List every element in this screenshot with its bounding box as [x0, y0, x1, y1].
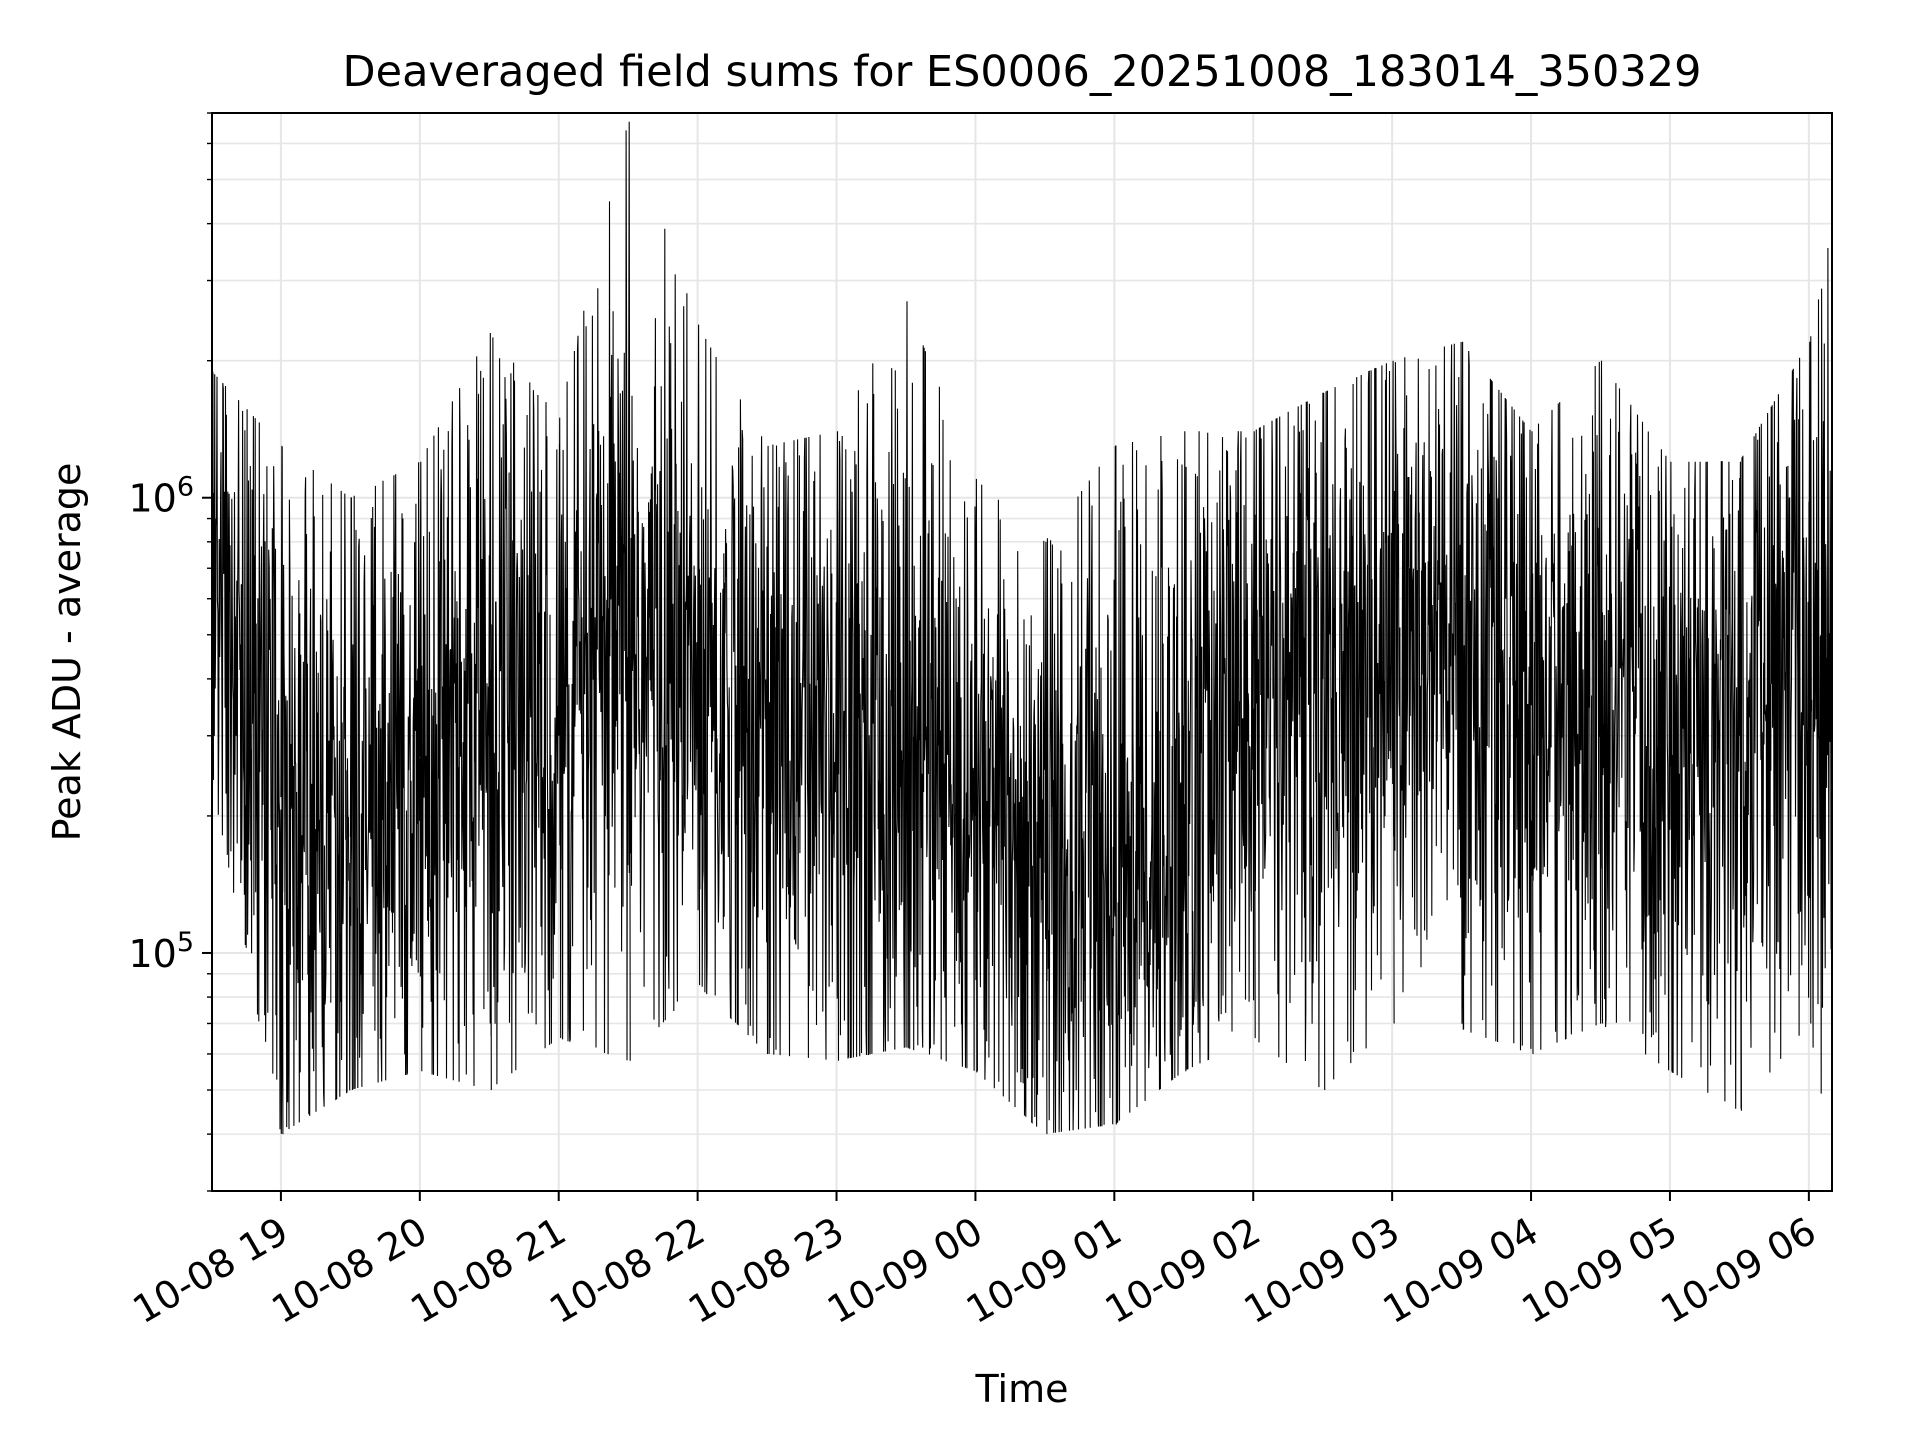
x-axis-label: Time: [975, 1367, 1069, 1411]
y-tick-exponent: 5: [177, 927, 194, 958]
y-tick-base: 10: [128, 477, 176, 521]
series-line: [212, 121, 1832, 1135]
y-tick-base: 10: [128, 932, 176, 976]
y-tick-label: 105: [128, 927, 194, 976]
chart-title: Deaveraged field sums for ES0006_2025100…: [343, 47, 1702, 97]
y-tick-exponent: 6: [177, 472, 194, 503]
y-tick-label: 106: [128, 472, 194, 521]
plot-frame: [211, 112, 1833, 1192]
y-axis-label: Peak ADU - average: [45, 463, 89, 842]
